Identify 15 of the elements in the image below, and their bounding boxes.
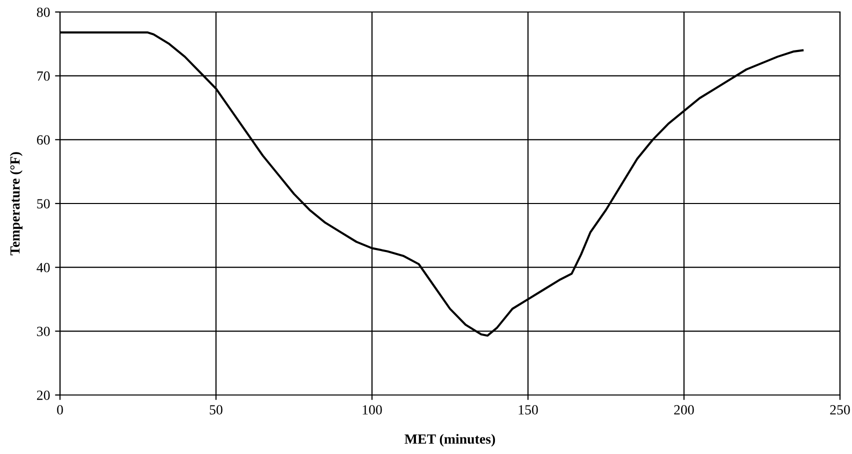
y-tick-label: 40 <box>36 262 50 272</box>
y-tick-label: 30 <box>37 326 50 336</box>
y-tick-label: 20 <box>37 390 50 400</box>
y-tick-label: 60 <box>36 135 50 145</box>
y-axis-title: Temperature (°F) <box>10 152 22 256</box>
x-tick-label: 100 <box>362 405 382 414</box>
x-tick-label: 250 <box>830 405 850 414</box>
y-tick-label: 80 <box>36 8 50 17</box>
y-tick-label: 70 <box>37 71 50 81</box>
x-axis-title: MET (minutes) <box>404 434 495 447</box>
x-tick-label: 0 <box>57 405 63 414</box>
y-tick-label: 50 <box>37 199 50 208</box>
x-tick-label: 150 <box>518 405 538 414</box>
x-tick-label: 50 <box>210 405 222 414</box>
x-tick-label: 200 <box>674 405 694 414</box>
